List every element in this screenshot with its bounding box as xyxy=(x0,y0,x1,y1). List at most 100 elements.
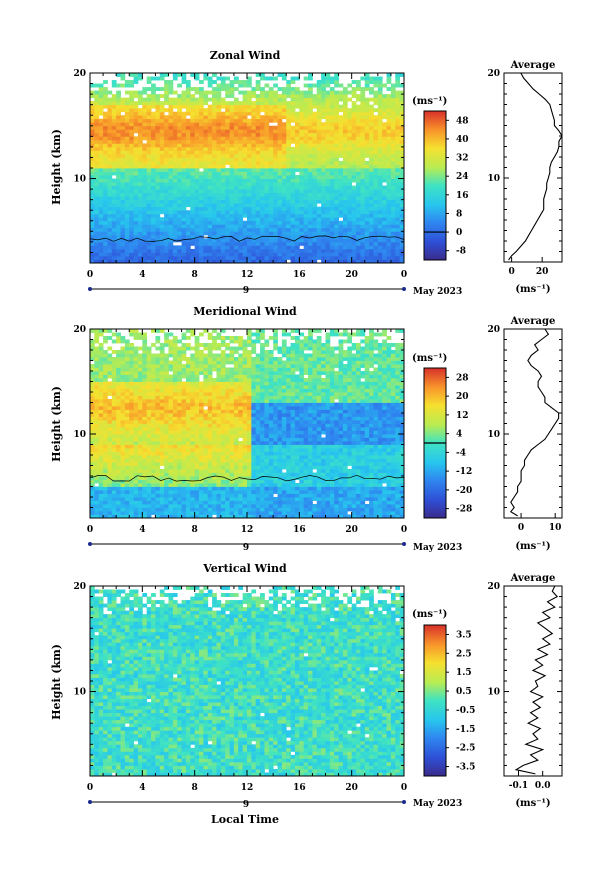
heatmap-cell xyxy=(137,413,143,417)
heatmap-cell xyxy=(168,462,174,466)
heatmap-cell xyxy=(137,224,143,229)
heatmap-cell xyxy=(356,252,361,257)
heatmap-cell xyxy=(111,388,117,393)
heatmap-cell xyxy=(103,118,108,123)
heatmap-cell xyxy=(273,168,278,172)
heatmap-cell xyxy=(155,108,161,113)
heatmap-cell xyxy=(308,76,313,81)
heatmap-cell xyxy=(216,231,222,236)
heatmap-cell xyxy=(312,259,318,264)
heatmap-cell xyxy=(164,458,169,463)
heatmap-cell xyxy=(325,90,331,95)
heatmap-cell xyxy=(321,192,326,197)
heatmap-cell xyxy=(142,350,148,354)
heatmap-cell xyxy=(395,189,401,194)
heatmap-cell xyxy=(155,371,161,375)
heatmap-cell xyxy=(334,101,339,106)
heatmap-cell xyxy=(229,196,235,201)
heatmap-cell xyxy=(303,118,309,123)
heatmap-cell xyxy=(334,115,339,120)
heatmap-cell xyxy=(342,196,348,201)
heatmap-cell xyxy=(373,231,379,236)
heatmap-cell xyxy=(321,122,326,127)
heatmap-cell xyxy=(356,203,361,208)
heatmap-cell xyxy=(103,465,108,470)
heatmap-cell xyxy=(233,238,239,243)
heatmap-cell xyxy=(151,245,156,250)
heatmap-cell xyxy=(212,150,217,155)
heatmap-cell xyxy=(312,143,318,148)
heatmap-cell xyxy=(94,444,100,449)
heatmap-cell xyxy=(185,171,191,176)
heatmap-cell xyxy=(172,430,178,435)
heatmap-cell xyxy=(120,206,126,211)
heatmap-cell xyxy=(151,469,156,473)
heatmap-cell xyxy=(377,213,383,218)
heatmap-cell xyxy=(90,259,95,264)
heatmap-cell xyxy=(90,343,95,347)
heatmap-cell xyxy=(264,115,270,120)
heatmap-cell xyxy=(399,245,405,250)
heatmap-cell xyxy=(190,132,196,137)
heatmap-cell xyxy=(286,132,292,137)
heatmap-cell xyxy=(212,104,217,109)
heatmap-cell xyxy=(151,125,156,130)
heatmap-cell xyxy=(247,252,252,257)
heatmap-cell xyxy=(373,171,379,176)
heatmap-cell xyxy=(216,185,222,190)
heatmap-cell xyxy=(181,171,187,176)
heatmap-cell xyxy=(164,132,169,137)
heatmap-cell xyxy=(316,83,322,88)
heatmap-cell xyxy=(351,136,357,141)
heatmap-cell xyxy=(342,217,348,222)
heatmap-cell xyxy=(133,490,139,494)
heatmap-cell xyxy=(312,245,318,250)
heatmap-cell xyxy=(360,164,366,169)
heatmap-cell xyxy=(151,182,156,186)
heatmap-cell xyxy=(103,178,108,183)
heatmap-cell xyxy=(316,192,322,197)
heatmap-cell xyxy=(90,409,95,414)
heatmap-cell xyxy=(129,490,135,494)
heatmap-cell xyxy=(251,111,257,116)
heatmap-cell xyxy=(242,171,248,176)
heatmap-cell xyxy=(377,125,383,130)
heatmap-cell xyxy=(107,241,113,246)
heatmap-cell xyxy=(247,90,252,95)
heatmap-cell xyxy=(146,217,152,222)
heatmap-cell xyxy=(286,129,292,134)
heatmap-cell xyxy=(111,507,117,512)
heatmap-cell xyxy=(264,160,270,165)
heatmap-cell xyxy=(225,101,230,106)
heatmap-cell xyxy=(277,168,283,172)
heatmap-cell xyxy=(264,139,270,144)
heatmap-cell xyxy=(316,248,322,253)
heatmap-cell xyxy=(107,437,113,442)
heatmap-cell xyxy=(181,441,187,445)
heatmap-cell xyxy=(103,196,108,201)
heatmap-cell xyxy=(111,252,117,257)
heatmap-cell xyxy=(98,217,104,222)
heatmap-cell xyxy=(172,476,178,480)
heatmap-cell xyxy=(120,448,126,452)
heatmap-cell xyxy=(373,252,379,257)
heatmap-cell xyxy=(124,357,130,361)
heatmap-cell xyxy=(159,374,165,379)
heatmap-cell xyxy=(399,129,405,134)
heatmap-cell xyxy=(190,94,196,99)
heatmap-cell xyxy=(151,360,156,365)
heatmap-cell xyxy=(164,83,169,88)
heatmap-cell xyxy=(168,97,174,102)
heatmap-cell xyxy=(255,122,261,127)
heatmap-cell xyxy=(316,241,322,246)
heatmap-cell xyxy=(164,486,169,491)
heatmap-cell xyxy=(351,217,357,222)
heatmap-cell xyxy=(281,146,287,151)
heatmap-cell xyxy=(164,416,169,421)
heatmap-cell xyxy=(124,206,130,211)
heatmap-cell xyxy=(146,423,152,428)
heatmap-cell xyxy=(299,125,305,130)
heatmap-cell xyxy=(294,224,300,229)
heatmap-cell xyxy=(312,175,318,179)
